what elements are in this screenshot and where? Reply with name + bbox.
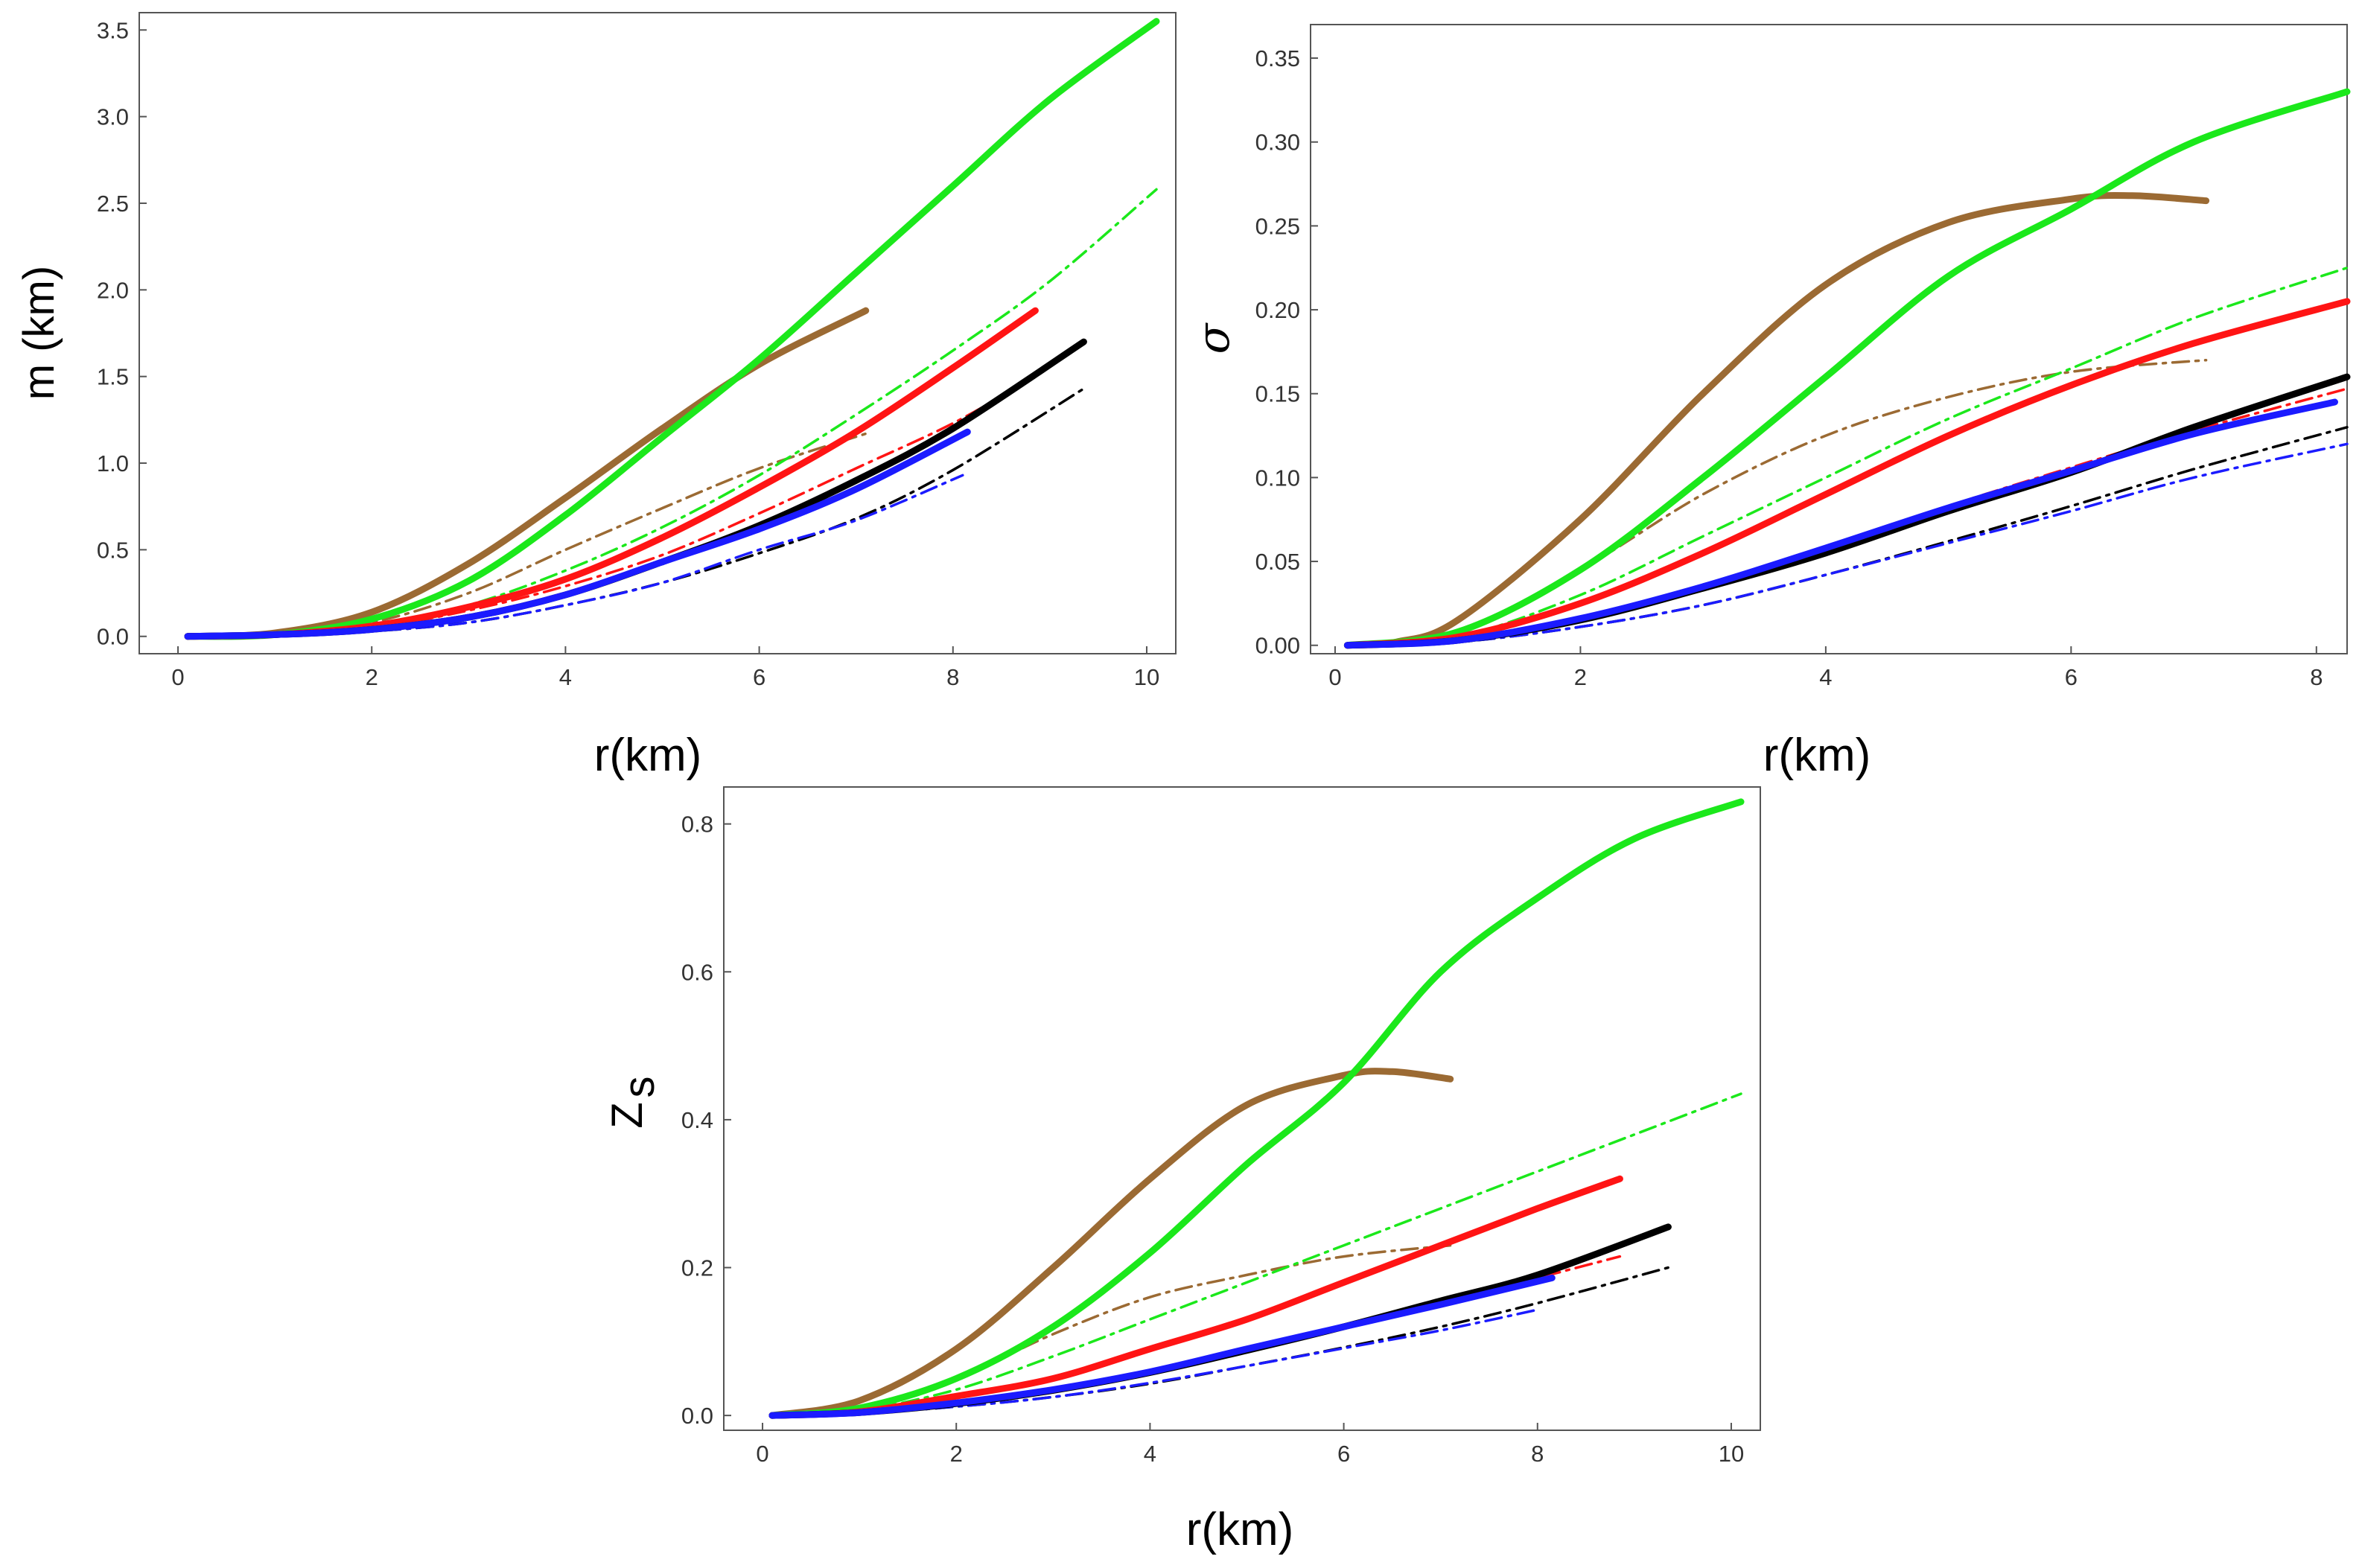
x-tick-label: 2 [1574,664,1587,690]
y-tick-label: 0.30 [1255,130,1300,156]
x-tick-label: 6 [753,664,765,690]
y-tick-label: 2.0 [97,277,129,303]
x-tick-label: 8 [1531,1441,1544,1467]
compactness-x-axis: 0 2 4 6 8 [1328,646,2323,690]
x-tick-label: 4 [559,664,572,690]
y-tick-label: 1.0 [97,450,129,477]
compactness-y-label: σ [1188,322,1240,354]
y-tick-label: 0.2 [681,1255,713,1281]
compactness-green-solid-curve [1343,88,2351,649]
mass-plot-frame [139,12,1177,654]
mass-green-dashdot-curve [186,188,1158,638]
y-tick-label: 0.0 [681,1403,713,1429]
compactness-brown-dashdot-curve [1346,358,2208,647]
y-tick-label: 0.20 [1255,297,1300,323]
y-tick-label: 2.5 [97,191,129,217]
redshift-y-label: Z s [603,1077,663,1129]
redshift-y-label-main: Z [603,1102,652,1128]
x-tick-label: 6 [2065,664,2078,690]
redshift-red-solid-curve [768,1175,1623,1419]
compactness-y-axis: 0.00 0.05 0.10 0.15 0.20 0.25 0.30 0.35 [1255,45,1318,659]
y-tick-label: 0.15 [1255,381,1300,407]
redshift-black-solid-curve [768,1223,1672,1419]
y-tick-label: 1.5 [97,364,129,390]
x-tick-label: 2 [950,1441,963,1467]
compactness-x-label: r(km) [1763,730,1871,781]
x-tick-label: 10 [1719,1441,1744,1467]
redshift-x-label: r(km) [1186,1504,1294,1555]
redshift-x-axis: 0 2 4 6 8 10 [756,1423,1744,1467]
redshift-green-solid-curve [768,798,1745,1419]
y-tick-label: 0.10 [1255,465,1300,491]
redshift-y-label-subscript: s [615,1077,663,1098]
y-tick-label: 0.05 [1255,549,1300,575]
compactness-brown-solid-curve [1343,192,2210,649]
y-tick-label: 0.35 [1255,45,1300,71]
mass-brown-solid-curve [184,307,870,640]
x-tick-label: 4 [1144,1441,1156,1467]
redshift-plot-frame [723,786,1761,1431]
mass-y-label: m (km) [15,266,63,400]
mass-y-axis: 0.0 0.5 1.0 1.5 2.0 2.5 3.0 3.5 [97,17,147,650]
x-tick-label: 0 [756,1441,768,1467]
mass-black-solid-curve [184,338,1087,640]
y-tick-label: 3.5 [97,17,129,43]
compactness-red-solid-curve [1343,298,2351,649]
x-tick-label: 10 [1134,664,1159,690]
mass-x-axis: 0 2 4 6 8 10 [171,646,1159,690]
redshift-panel: 0 2 4 6 8 10 0.0 0.2 0.4 0.6 0.8 r(km) Z s [603,786,1761,1555]
x-tick-label: 0 [1328,664,1341,690]
mass-blue-solid-curve [184,428,971,640]
compactness-plot-frame [1310,24,2348,654]
redshift-y-axis: 0.0 0.2 0.4 0.6 0.8 [681,812,731,1429]
y-tick-label: 0.00 [1255,633,1300,659]
y-tick-label: 0.5 [97,537,129,563]
compactness-black-solid-curve [1343,373,2351,649]
mass-blue-dashdot-curve [186,474,964,638]
compactness-panel: 0 2 4 6 8 0.00 0.05 0.10 0.15 0.20 0.25 0.30 0.35 r… [1188,24,2351,781]
y-tick-label: 0.0 [97,624,129,650]
compactness-blue-solid-curve [1343,398,2338,649]
redshift-green-dashdot-curve [771,1092,1742,1417]
x-tick-label: 8 [946,664,959,690]
x-tick-label: 8 [2310,664,2323,690]
mass-panel: 0 2 4 6 8 10 0.0 0.5 1.0 1.5 2.0 2.5 3.0 3.5 r(km) m… [15,12,1177,781]
y-tick-label: 0.4 [681,1107,713,1133]
mass-red-solid-curve [184,307,1039,640]
y-tick-label: 3.0 [97,104,129,130]
x-tick-label: 0 [171,664,184,690]
mass-red-dashdot-curve [186,375,1037,638]
x-tick-label: 6 [1337,1441,1350,1467]
x-tick-label: 2 [366,664,378,690]
redshift-curves [768,798,1745,1419]
y-tick-label: 0.25 [1255,213,1300,239]
mass-x-label: r(km) [594,730,702,781]
y-tick-label: 0.8 [681,812,713,838]
y-tick-label: 0.6 [681,959,713,985]
mass-curves [184,18,1160,640]
compactness-curves [1343,88,2351,649]
redshift-blue-solid-curve [768,1274,1556,1419]
redshift-brown-solid-curve [768,1068,1454,1419]
mass-green-solid-curve [184,18,1160,640]
x-tick-label: 4 [1819,664,1832,690]
